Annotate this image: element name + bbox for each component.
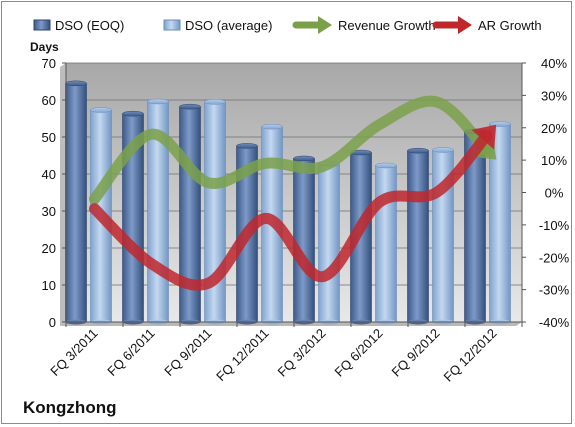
company-name: Kongzhong bbox=[23, 398, 117, 417]
y-left-tick-label: 0 bbox=[49, 315, 56, 330]
legend-label-revenue-growth: Revenue Growth bbox=[338, 18, 436, 33]
legend-swatch-dso-eoq- bbox=[33, 19, 51, 31]
y-axis-left-title: Days bbox=[30, 40, 59, 54]
y-right-tick-label: -30% bbox=[539, 283, 570, 298]
y-right-tick-label: 30% bbox=[541, 88, 567, 103]
y-right-tick-label: -10% bbox=[539, 218, 570, 233]
bar-dso-eoq bbox=[65, 83, 87, 323]
series-line-revenue-growth bbox=[89, 95, 492, 205]
bar-cap bbox=[122, 110, 144, 117]
x-tick-label: FQ 3/2012 bbox=[275, 326, 329, 380]
bar-dso-eoq bbox=[293, 158, 315, 323]
plot-side-wall bbox=[60, 63, 66, 326]
arrow-head-ar-growth bbox=[471, 124, 497, 150]
bar-cap bbox=[375, 162, 397, 169]
legend-label-dso-eoq-: DSO (EOQ) bbox=[55, 18, 124, 33]
x-tick-label: FQ 3/2011 bbox=[47, 326, 100, 379]
y-right-tick-label: 20% bbox=[541, 121, 567, 136]
bar-cap bbox=[407, 147, 429, 154]
y-left-tick-label: 70 bbox=[42, 56, 56, 71]
bar-cap bbox=[204, 99, 226, 105]
x-tick-label: FQ 6/2011 bbox=[104, 326, 157, 379]
y-left-tick-label: 30 bbox=[42, 204, 56, 219]
y-right-tick-label: -40% bbox=[539, 315, 570, 330]
y-left-tick-label: 50 bbox=[42, 130, 56, 145]
y-right-tick-label: 0% bbox=[545, 186, 564, 201]
x-tick-label: FQ 12/2012 bbox=[440, 326, 499, 385]
bar-dso-eoq bbox=[407, 150, 429, 323]
bar-cap bbox=[432, 147, 454, 153]
legend-label-dso-average-: DSO (average) bbox=[185, 18, 272, 33]
x-tick-label: FQ 12/2011 bbox=[213, 326, 271, 384]
x-tick-label: FQ 9/2011 bbox=[161, 326, 214, 379]
bar-cap bbox=[236, 143, 258, 149]
legend-arrow-revenue-growth bbox=[318, 16, 332, 34]
y-left-tick-label: 40 bbox=[42, 167, 56, 182]
legend-swatch-dso-average- bbox=[163, 19, 181, 31]
y-right-tick-label: -20% bbox=[539, 250, 570, 265]
bar-dso-average bbox=[375, 165, 397, 323]
series-line-ar-growth bbox=[89, 129, 493, 291]
x-tick-label: FQ 9/2012 bbox=[389, 326, 443, 380]
y-left-tick-label: 60 bbox=[42, 93, 56, 108]
y-right-tick-label: 40% bbox=[541, 56, 567, 71]
legend-label-ar-growth: AR Growth bbox=[478, 18, 542, 33]
y-left-tick-label: 20 bbox=[42, 241, 56, 256]
legend-arrow-ar-growth bbox=[458, 16, 472, 34]
bar-cap bbox=[261, 123, 283, 130]
bar-cap bbox=[293, 155, 315, 162]
y-left-tick-label: 10 bbox=[42, 278, 56, 293]
bar-cap bbox=[147, 98, 169, 105]
bar-dso-average bbox=[318, 163, 340, 323]
x-tick-label: FQ 6/2012 bbox=[332, 326, 386, 380]
bar-cap bbox=[65, 80, 87, 87]
bar-cap bbox=[179, 103, 201, 110]
plot-floor bbox=[60, 322, 522, 326]
bar-cap bbox=[90, 107, 112, 113]
y-right-tick-label: 10% bbox=[541, 153, 567, 168]
